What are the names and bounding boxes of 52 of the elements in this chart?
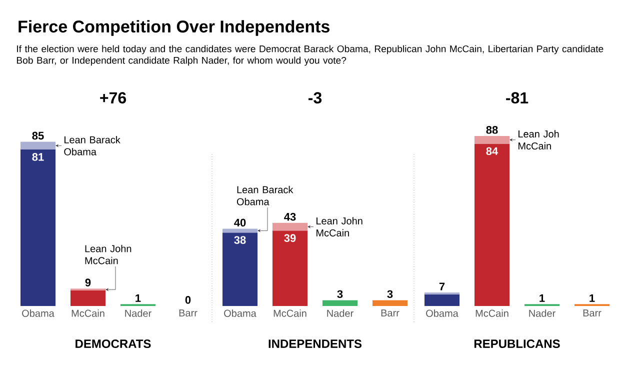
chart-title: -3 <box>308 92 322 104</box>
bar <box>424 294 460 306</box>
data-label: 81 <box>32 153 44 161</box>
total-label: 1 <box>590 294 595 302</box>
x-tick-label: Obama <box>426 310 458 317</box>
x-tick-label: Obama <box>224 310 256 317</box>
x-axis-title: REPUBLICANS <box>474 340 560 348</box>
annotation: Lean John McCain <box>85 244 132 264</box>
x-tick-label: Nader <box>125 310 152 317</box>
text: Fierce Competition Over Independents <box>18 20 330 36</box>
x-tick-label: Nader <box>327 310 354 317</box>
data-label: 39 <box>284 234 296 242</box>
total-label: 88 <box>486 126 498 134</box>
total-label: 9 <box>85 278 91 286</box>
bar <box>70 290 106 306</box>
x-tick-label: Barr <box>179 310 198 316</box>
annotation: Lean John McCain <box>316 217 362 236</box>
x-tick-label: Nader <box>529 310 556 317</box>
bar <box>20 150 56 306</box>
bar <box>272 230 308 306</box>
bar <box>372 300 408 306</box>
x-tick-label: Barr <box>381 310 400 316</box>
bar <box>474 136 510 144</box>
data-label: 38 <box>234 236 246 244</box>
x-tick-label: McCain <box>72 310 104 317</box>
annotation: Lean Joh McCain <box>518 130 559 150</box>
total-label: 1 <box>136 294 141 302</box>
total-label: 1 <box>540 294 545 302</box>
annotation: Lean Barack Obama <box>64 136 120 156</box>
total-label: 7 <box>439 282 445 290</box>
total-label: 3 <box>337 290 343 298</box>
bar <box>20 142 56 150</box>
x-tick-label: McCain <box>476 310 508 317</box>
data-label: 84 <box>486 147 498 156</box>
bar <box>222 232 258 306</box>
text: If the election were held today and the candidates were Democrat Barack Obama, Republican John McCain, Libertarian Party candidate Bob Barr, or Independent candidate Ralph Nader, for whom would you vote? <box>16 45 604 66</box>
x-tick-label: McCain <box>274 310 306 317</box>
x-axis-title: INDEPENDENTS <box>268 340 362 348</box>
chart-title: +76 <box>100 92 126 104</box>
x-tick-label: Barr <box>583 310 602 316</box>
bar <box>474 144 510 306</box>
chart-title: -81 <box>506 92 528 104</box>
x-tick-label: Obama <box>22 310 54 317</box>
bar <box>322 300 358 306</box>
annotation: Lean Barack Obama <box>236 186 294 206</box>
x-axis-title: DEMOCRATS <box>76 340 151 348</box>
total-label: 0 <box>185 296 191 304</box>
total-label: 40 <box>234 218 246 227</box>
total-label: 3 <box>387 290 393 298</box>
total-label: 85 <box>32 132 44 140</box>
total-label: 43 <box>284 212 296 221</box>
bar <box>272 222 308 231</box>
